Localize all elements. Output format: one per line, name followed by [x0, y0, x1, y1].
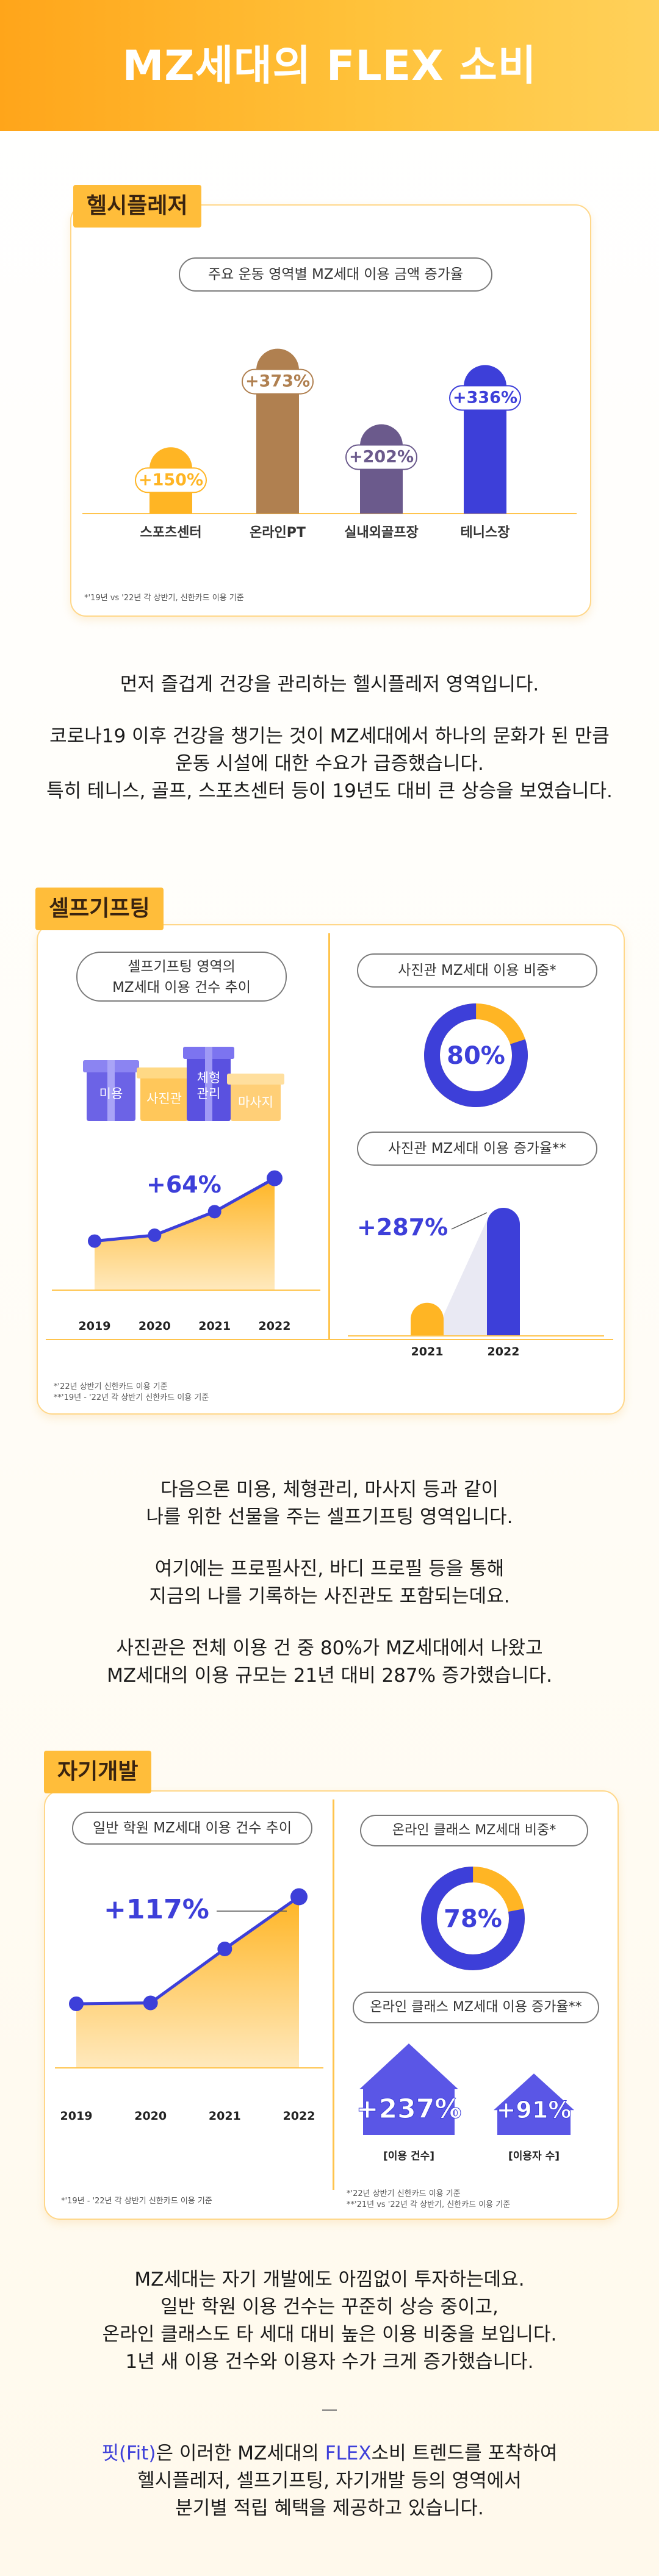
data-label-bg [135, 467, 207, 493]
tick-label: [이용 건수] [383, 2150, 434, 2162]
gift-label: 미용 [99, 1086, 123, 1101]
gift-label: 마사지 [238, 1095, 273, 1110]
academy-trend-title: 일반 학원 MZ세대 이용 건수 추이 [72, 1812, 312, 1845]
gift-label: 체형 [197, 1071, 221, 1085]
data-label: +91% [497, 2097, 572, 2123]
health-tag: 헬시플레저 [73, 185, 201, 228]
tick-label: 실내외골프장 [344, 525, 418, 540]
data-point [207, 1205, 221, 1219]
data-point [148, 1228, 162, 1242]
flex-text: FLEX [325, 2442, 372, 2464]
growth-annotation: +64% [146, 1171, 221, 1198]
academy-trend-chart: 2019 2020 2021 2022 +117% [55, 1888, 323, 2123]
data-label: +150% [139, 470, 203, 489]
tick-label: 스포츠센터 [140, 525, 201, 540]
tick-label: 2022 [488, 1345, 520, 1358]
gift-box-body-icon [183, 1047, 234, 1121]
self-gift-tag: 셀프기프팅 [35, 888, 164, 930]
self-gift-trend-title: 셀프기프팅 영역의 MZ세대 이용 건수 추이 [76, 952, 287, 1002]
tick-label: 2022 [283, 2109, 315, 2123]
online-class-growth-chart: +237% [이용 건수] +91% [이용자 수] [356, 2043, 574, 2162]
closing-divider [322, 2409, 337, 2411]
page-title: MZ세대의 FLEX 소비 [122, 42, 537, 90]
growth-band [444, 1220, 487, 1336]
data-label: +336% [453, 388, 517, 407]
photo-growth-title: 사진관 MZ세대 이용 증가율** [357, 1132, 597, 1166]
self-gift-trend-chart: 2019 2020 2021 2022 +64% [52, 1170, 320, 1333]
tick-label: 2021 [209, 2109, 241, 2123]
self-gift-card [37, 924, 625, 1415]
data-label: +202% [349, 448, 414, 467]
online-class-growth-title: 온라인 클래스 MZ세대 이용 증가율** [353, 1992, 599, 2023]
tick-label: 2020 [134, 2109, 167, 2123]
gift-box-photo-icon [137, 1067, 192, 1121]
data-label-bg [345, 444, 417, 470]
data-point [88, 1234, 101, 1248]
data-point [69, 1997, 84, 2011]
self-gift-baseline [46, 1339, 613, 1340]
health-chart-title: 주요 운동 영역별 MZ세대 이용 금액 증가율 [179, 257, 492, 292]
self-gift-divider [328, 933, 330, 1339]
health-body-text: 먼저 즐겁게 건강을 관리하는 헬시플레저 영역입니다. 코로나19 이후 건강… [46, 673, 613, 802]
health-footnote: *'19년 vs '22년 각 상반기, 신한카드 이용 기준 [84, 594, 244, 603]
data-point [267, 1170, 283, 1186]
self-dev-footnote-left: *'19년 - '22년 각 상반기 신한카드 이용 기준 [61, 2197, 212, 2206]
data-label-bg [242, 368, 314, 395]
area-fill [95, 1178, 275, 1290]
tick-label: 2022 [259, 1319, 291, 1333]
tick-label: 2021 [198, 1319, 231, 1333]
series-line [76, 1895, 300, 2006]
photo-growth-chart: 2021 2022 +287% [348, 1208, 604, 1358]
gift-label: 관리 [197, 1086, 221, 1101]
tick-label: [이용자 수] [508, 2150, 560, 2162]
self-dev-body-text: MZ세대는 자기 개발에도 아낌없이 투자하는데요. 일반 학원 이용 건수는 … [102, 2269, 557, 2373]
health-bar-chart: +150% 스포츠센터 +373% 온라인PT +202% 실내외골프장 +336% 테니스장 [82, 348, 577, 540]
photo-ratio-donut: 80% [424, 1003, 528, 1107]
growth-annotation: +117% [104, 1894, 209, 1925]
growth-annotation: +287% [357, 1214, 448, 1241]
donut-label: 80% [447, 1042, 505, 1070]
tick-label: 2021 [411, 1345, 444, 1358]
tick-label: 테니스장 [461, 525, 510, 540]
data-point [143, 1995, 158, 2011]
growth-arrow [494, 2073, 574, 2135]
tick-label: 2020 [139, 1319, 171, 1333]
data-label: +237% [356, 2093, 462, 2125]
bar [411, 1302, 444, 1336]
data-point [217, 1942, 232, 1956]
donut-label: 78% [444, 1905, 502, 1933]
series-line [94, 1177, 276, 1243]
tick-label: 2019 [60, 2109, 93, 2123]
self-gift-body-text: 다음으론 미용, 체형관리, 마사지 등과 같이 나를 위한 선물을 주는 셀프… [107, 1479, 552, 1687]
gift-label: 사진관 [146, 1091, 182, 1106]
closing-text: 핏(Fit)은 이러한 MZ세대의 FLEX소비 트렌드를 포착하여 헬시플레저… [101, 2442, 558, 2519]
self-dev-divider [333, 1799, 334, 2190]
data-label: +373% [245, 372, 310, 391]
growth-arrow [359, 2043, 458, 2135]
gift-box-massage-icon [227, 1074, 284, 1121]
area-fill [76, 1896, 299, 2068]
fit-brand-text: 핏(Fit) [101, 2442, 156, 2464]
data-label-bg [449, 385, 521, 411]
data-point [290, 1888, 308, 1906]
annotation-leader [451, 1212, 488, 1230]
tick-label: 2019 [79, 1319, 111, 1333]
online-class-ratio-title: 온라인 클래스 MZ세대 비중* [360, 1815, 588, 1846]
gift-boxes-illustration: 미용 사진관 체형 관리 마사지 [83, 1047, 284, 1121]
tick-label: 온라인PT [250, 525, 306, 540]
donut-slice [421, 1867, 525, 1970]
header-banner: MZ세대의 FLEX 소비 [0, 0, 659, 131]
online-class-ratio-donut: 78% [421, 1867, 525, 1970]
bar [487, 1208, 520, 1336]
gift-box-beauty-icon [83, 1060, 139, 1121]
self-dev-footnote-right: *'22년 상반기 신한카드 이용 기준 **'21년 vs '22년 각 상반… [347, 2189, 511, 2209]
photo-ratio-title: 사진관 MZ세대 이용 비중* [357, 953, 597, 988]
self-dev-tag: 자기개발 [44, 1751, 152, 1793]
self-gift-footnote: *'22년 상반기 신한카드 이용 기준 **'19년 - '22년 각 상반기… [54, 1382, 209, 1402]
